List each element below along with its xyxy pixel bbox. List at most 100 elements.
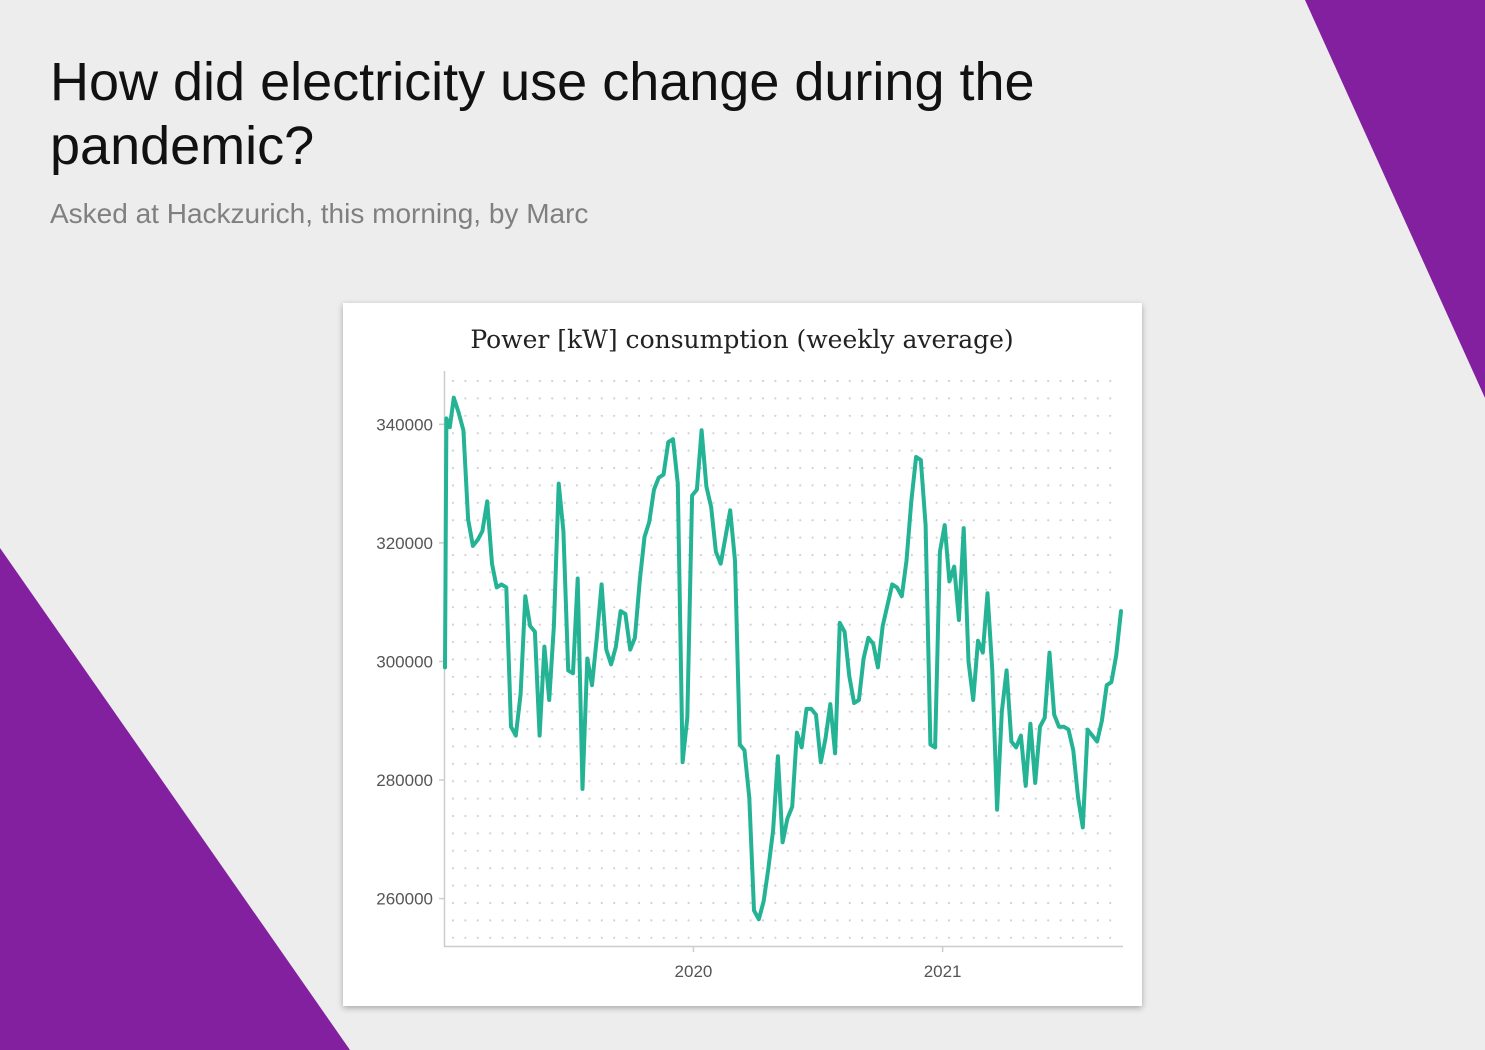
grid-dot — [811, 745, 814, 748]
grid-dot — [947, 867, 951, 870]
grid-dot — [1096, 397, 1099, 400]
grid-dot — [774, 901, 777, 905]
grid-dot — [613, 414, 616, 417]
grid-dot — [1071, 553, 1075, 557]
grid-dot — [848, 449, 851, 452]
grid-dot — [513, 745, 517, 748]
grid-dot — [451, 536, 455, 539]
grid-dot — [675, 919, 678, 922]
grid-dot — [613, 623, 616, 626]
grid-dot — [1109, 745, 1112, 748]
grid-dot — [861, 501, 864, 504]
grid-dot — [538, 432, 541, 435]
grid-dot — [848, 919, 851, 922]
grid-dot — [861, 884, 864, 887]
grid-dot — [501, 675, 504, 678]
grid-dot — [551, 797, 554, 800]
grid-dot — [699, 588, 703, 591]
grid-dot — [823, 762, 827, 765]
grid-dot — [799, 867, 802, 870]
grid-dot — [947, 640, 951, 644]
grid-dot — [836, 553, 839, 557]
grid-dot — [724, 432, 727, 435]
grid-dot — [1084, 519, 1087, 522]
grid-dot — [1022, 710, 1025, 713]
grid-dot — [774, 606, 777, 609]
grid-dot — [650, 536, 653, 539]
grid-dot — [737, 519, 740, 522]
grid-dot — [650, 832, 653, 835]
grid-dot — [1109, 466, 1112, 470]
grid-dot — [588, 449, 591, 452]
grid-dot — [960, 449, 963, 452]
grid-dot — [1034, 449, 1037, 452]
grid-dot — [848, 432, 851, 435]
grid-dot — [972, 762, 975, 765]
grid-dot — [501, 849, 504, 852]
grid-dot — [836, 484, 839, 487]
grid-dot — [551, 936, 554, 939]
grid-dot — [885, 432, 889, 435]
grid-dot — [836, 519, 839, 522]
grid-dot — [650, 449, 653, 452]
grid-dot — [1034, 640, 1037, 644]
grid-dot — [1084, 658, 1087, 661]
grid-dot — [1009, 466, 1013, 470]
grid-dot — [1022, 832, 1025, 835]
grid-dot — [724, 588, 727, 591]
grid-dot — [910, 884, 913, 887]
grid-dot — [724, 397, 727, 400]
grid-dot — [513, 919, 517, 922]
grid-dot — [1034, 414, 1037, 417]
grid-dot — [774, 553, 777, 557]
grid-dot — [551, 432, 554, 435]
grid-dot — [861, 414, 864, 417]
grid-dot — [1096, 519, 1099, 522]
grid-dot — [1009, 414, 1013, 417]
grid-dot — [761, 675, 765, 678]
grid-dot — [501, 762, 504, 765]
grid-dot — [960, 867, 963, 870]
grid-dot — [675, 414, 678, 417]
grid-dot — [1059, 414, 1062, 417]
grid-dot — [687, 414, 690, 417]
grid-dot — [836, 780, 839, 783]
grid-dot — [1059, 623, 1062, 626]
grid-dot — [786, 780, 789, 783]
grid-dot — [898, 936, 901, 939]
grid-dot — [563, 884, 566, 887]
grid-dot — [613, 936, 616, 939]
grid-dot — [1084, 466, 1087, 470]
grid-dot — [836, 379, 839, 383]
grid-dot — [1059, 832, 1062, 835]
grid-dot — [1059, 675, 1062, 678]
grid-dot — [699, 901, 703, 905]
grid-dot — [513, 832, 517, 835]
grid-dot — [712, 484, 715, 487]
grid-dot — [898, 501, 901, 504]
chart-grid — [451, 379, 1112, 939]
grid-dot — [749, 710, 752, 713]
grid-dot — [699, 762, 703, 765]
grid-dot — [687, 867, 690, 870]
grid-dot — [625, 397, 628, 400]
grid-dot — [613, 501, 616, 504]
grid-dot — [923, 797, 926, 800]
grid-dot — [786, 867, 789, 870]
grid-dot — [972, 849, 975, 852]
grid-dot — [1071, 519, 1075, 522]
grid-dot — [823, 849, 827, 852]
grid-dot — [960, 710, 963, 713]
grid-dot — [699, 919, 703, 922]
grid-dot — [563, 814, 566, 818]
grid-dot — [600, 623, 603, 626]
grid-dot — [538, 814, 541, 818]
grid-dot — [1084, 397, 1087, 400]
grid-dot — [885, 884, 889, 887]
grid-dot — [575, 432, 579, 435]
grid-dot — [861, 623, 864, 626]
grid-dot — [947, 901, 951, 905]
grid-dot — [538, 501, 541, 504]
grid-dot — [997, 832, 1000, 835]
grid-dot — [761, 501, 765, 504]
